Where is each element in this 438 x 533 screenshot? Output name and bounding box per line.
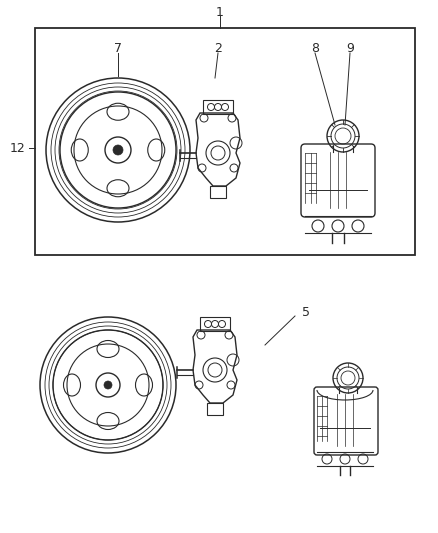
Bar — [200, 317, 230, 331]
Text: 1: 1 — [216, 5, 224, 19]
Text: 9: 9 — [346, 42, 354, 54]
Circle shape — [113, 145, 123, 155]
Text: 5: 5 — [302, 305, 310, 319]
Text: 2: 2 — [214, 42, 222, 54]
Circle shape — [104, 381, 112, 389]
Text: 12: 12 — [10, 141, 26, 155]
Bar — [35, 28, 415, 255]
Bar — [210, 186, 226, 198]
Text: 8: 8 — [311, 42, 319, 54]
Bar — [207, 403, 223, 415]
Text: 7: 7 — [114, 42, 122, 54]
Bar — [203, 100, 233, 114]
